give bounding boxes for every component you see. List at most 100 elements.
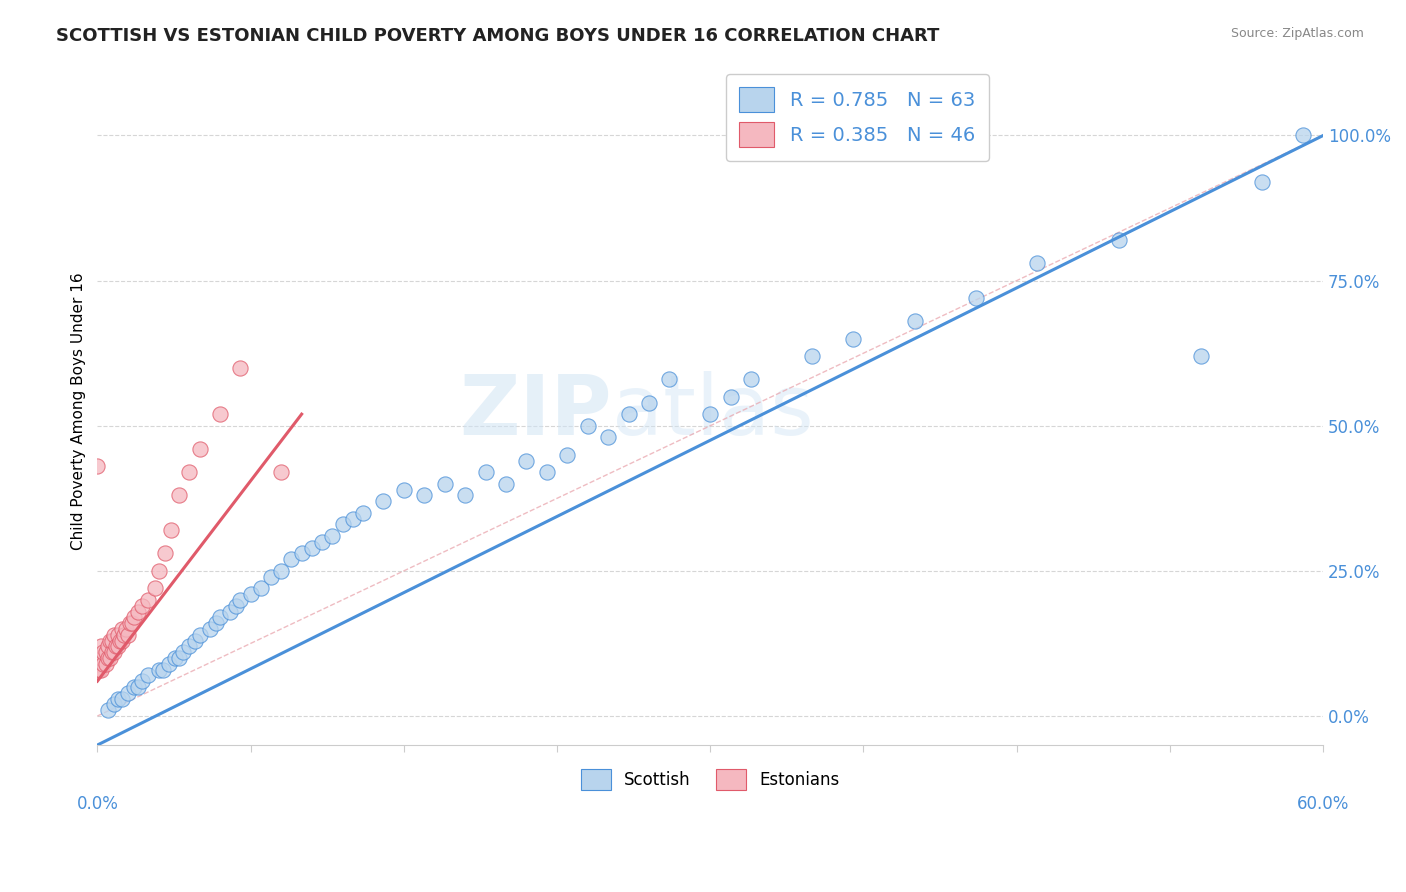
Point bbox=[153, 546, 176, 560]
Point bbox=[598, 430, 620, 444]
Point bbox=[100, 645, 122, 659]
Point bbox=[332, 517, 354, 532]
Point bbox=[188, 628, 211, 642]
Text: ZIP: ZIP bbox=[460, 371, 612, 451]
Point bbox=[740, 372, 762, 386]
Point bbox=[1189, 349, 1212, 363]
Point bbox=[555, 448, 578, 462]
Point bbox=[115, 622, 138, 636]
Point bbox=[965, 291, 987, 305]
Point bbox=[118, 616, 141, 631]
Point bbox=[112, 628, 135, 642]
Point bbox=[111, 622, 134, 636]
Point bbox=[208, 610, 231, 624]
Point bbox=[321, 529, 343, 543]
Point bbox=[163, 651, 186, 665]
Point bbox=[152, 663, 174, 677]
Point bbox=[617, 407, 640, 421]
Point bbox=[122, 610, 145, 624]
Text: 60.0%: 60.0% bbox=[1296, 795, 1350, 814]
Point bbox=[433, 476, 456, 491]
Point bbox=[100, 633, 122, 648]
Point bbox=[219, 605, 242, 619]
Point bbox=[131, 599, 153, 613]
Point bbox=[249, 582, 271, 596]
Point bbox=[157, 657, 180, 671]
Point bbox=[131, 674, 153, 689]
Point bbox=[98, 633, 121, 648]
Point bbox=[205, 616, 228, 631]
Point bbox=[392, 483, 415, 497]
Point bbox=[1250, 175, 1272, 189]
Point bbox=[104, 640, 127, 654]
Point bbox=[90, 663, 112, 677]
Point bbox=[342, 511, 364, 525]
Point bbox=[270, 465, 292, 479]
Point bbox=[94, 657, 117, 671]
Point bbox=[93, 645, 115, 659]
Point bbox=[658, 372, 681, 386]
Point bbox=[138, 668, 160, 682]
Point bbox=[107, 628, 129, 642]
Point bbox=[138, 593, 160, 607]
Point bbox=[86, 651, 108, 665]
Point bbox=[454, 488, 477, 502]
Point bbox=[280, 552, 302, 566]
Point bbox=[225, 599, 247, 613]
Point bbox=[536, 465, 558, 479]
Point bbox=[576, 418, 599, 433]
Text: SCOTTISH VS ESTONIAN CHILD POVERTY AMONG BOYS UNDER 16 CORRELATION CHART: SCOTTISH VS ESTONIAN CHILD POVERTY AMONG… bbox=[56, 27, 939, 45]
Point bbox=[97, 703, 120, 717]
Legend: Scottish, Estonians: Scottish, Estonians bbox=[574, 762, 846, 797]
Point bbox=[801, 349, 824, 363]
Point bbox=[373, 494, 395, 508]
Point bbox=[352, 506, 374, 520]
Point bbox=[638, 395, 661, 409]
Point bbox=[89, 663, 111, 677]
Point bbox=[103, 628, 125, 642]
Point bbox=[198, 622, 221, 636]
Point bbox=[143, 582, 166, 596]
Point bbox=[89, 651, 111, 665]
Point bbox=[1108, 233, 1130, 247]
Point bbox=[90, 640, 112, 654]
Point bbox=[127, 605, 149, 619]
Point bbox=[148, 663, 170, 677]
Point bbox=[121, 616, 143, 631]
Point bbox=[260, 570, 283, 584]
Text: atlas: atlas bbox=[612, 371, 814, 451]
Point bbox=[270, 564, 292, 578]
Point bbox=[97, 651, 120, 665]
Point bbox=[127, 680, 149, 694]
Point bbox=[229, 360, 252, 375]
Point bbox=[188, 442, 211, 456]
Point bbox=[98, 651, 121, 665]
Point bbox=[86, 657, 108, 671]
Point bbox=[108, 633, 131, 648]
Point bbox=[184, 633, 207, 648]
Point bbox=[413, 488, 436, 502]
Point bbox=[842, 332, 865, 346]
Text: 0.0%: 0.0% bbox=[76, 795, 118, 814]
Point bbox=[1026, 256, 1049, 270]
Point bbox=[291, 546, 314, 560]
Point bbox=[93, 657, 115, 671]
Point bbox=[699, 407, 721, 421]
Point bbox=[515, 453, 537, 467]
Point bbox=[495, 476, 517, 491]
Point bbox=[103, 698, 125, 712]
Point bbox=[720, 390, 742, 404]
Point bbox=[179, 465, 201, 479]
Point bbox=[107, 691, 129, 706]
Point bbox=[179, 640, 201, 654]
Point bbox=[208, 407, 231, 421]
Point bbox=[117, 686, 139, 700]
Point bbox=[111, 691, 134, 706]
Point bbox=[97, 640, 120, 654]
Point bbox=[103, 645, 125, 659]
Point bbox=[111, 633, 134, 648]
Point bbox=[86, 663, 108, 677]
Point bbox=[107, 640, 129, 654]
Point bbox=[90, 651, 112, 665]
Point bbox=[160, 523, 183, 537]
